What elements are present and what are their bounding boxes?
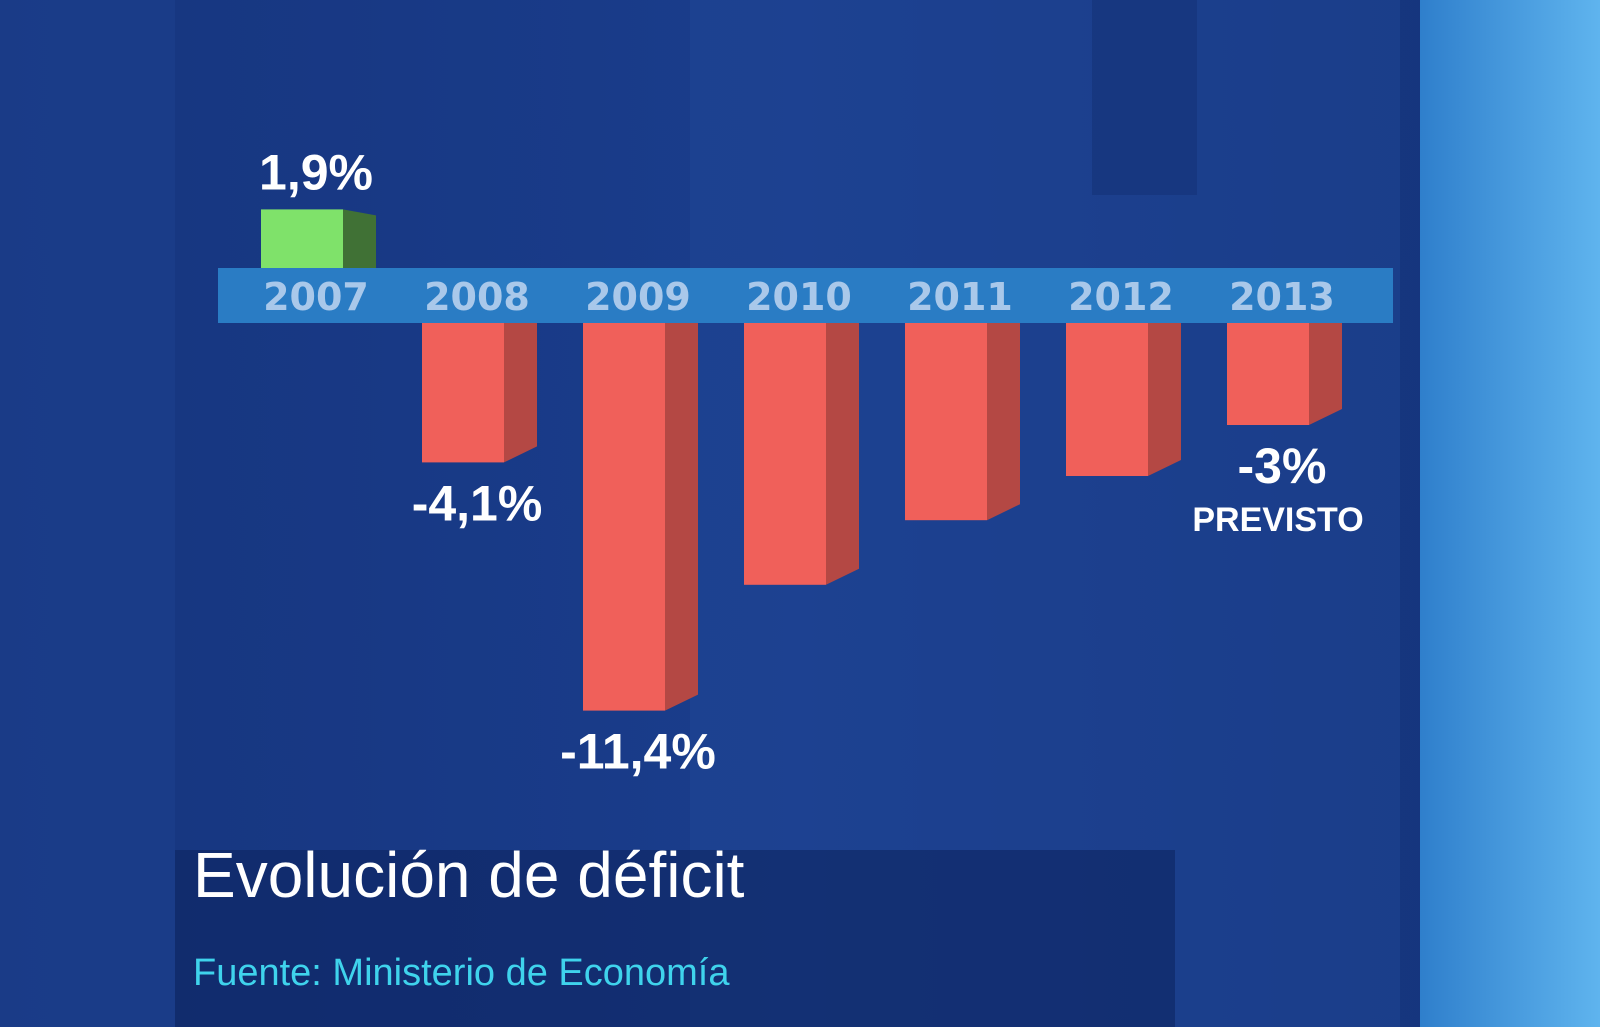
bar [583,323,698,711]
x-tick-label: 2009 [585,275,691,319]
x-tick-label: 2010 [746,275,852,319]
background-panel [1420,0,1600,1027]
bar-front [261,209,343,268]
bar-front [422,323,504,463]
x-tick-label: 2007 [263,275,369,319]
bar [1227,323,1342,425]
bar [1066,323,1181,476]
x-tick-label: 2008 [424,275,530,319]
background-panel [1092,0,1197,195]
annotation: PREVISTO [1192,501,1363,539]
bar-side [826,323,859,585]
chart-title: Evolución de déficit [193,839,745,911]
bar-side [987,323,1020,521]
bar-side [1309,323,1342,425]
value-label: 1,9% [259,144,373,200]
bar-front [1066,323,1148,476]
value-label: -3% [1238,438,1327,494]
bar-front [583,323,665,711]
x-tick-label: 2012 [1068,275,1174,319]
bar [744,323,859,585]
x-tick-label: 2011 [907,275,1013,319]
bar-side [1148,323,1181,476]
bar-side [504,323,537,463]
value-label: -4,1% [412,475,543,531]
bar-front [744,323,826,585]
source: Fuente: Ministerio de Economía [193,952,730,994]
bar [905,323,1020,521]
bar-side [665,323,698,711]
category-band [218,268,1393,323]
background-panel [0,0,175,1027]
caption-panel [175,850,1175,1027]
bar [261,209,376,268]
bar [422,323,537,463]
bar-front [905,323,987,521]
bar-side [343,209,376,268]
bar-front [1227,323,1309,425]
x-tick-label: 2013 [1229,275,1335,319]
value-label: -11,4% [560,724,716,780]
